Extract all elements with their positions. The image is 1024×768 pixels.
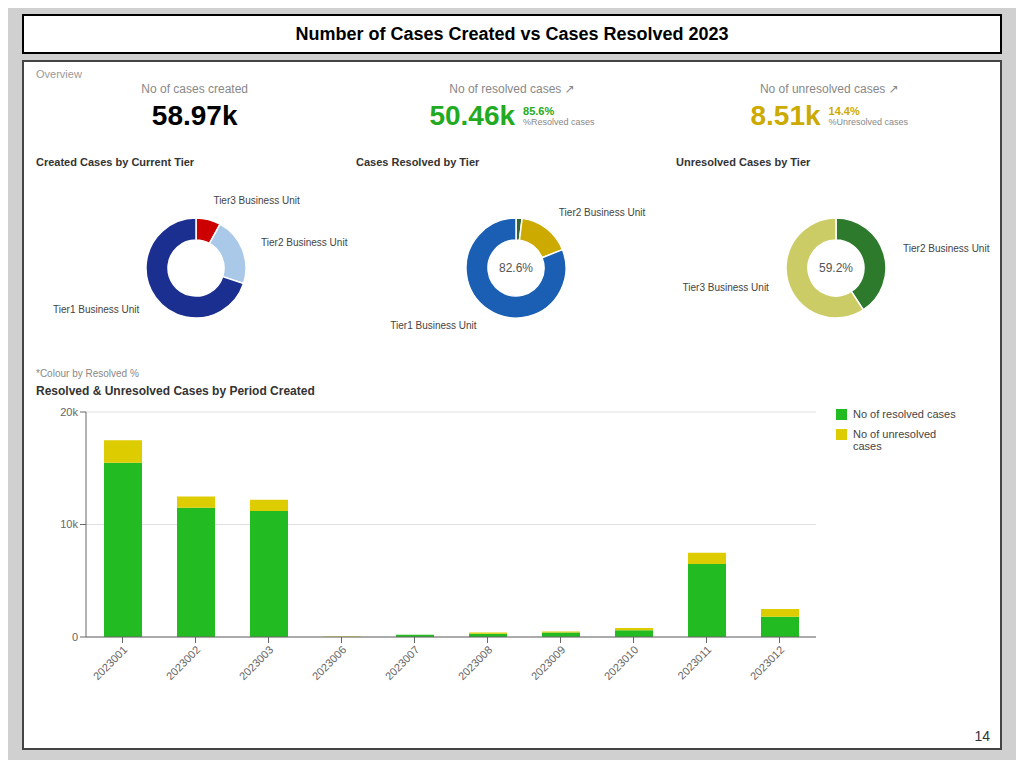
html-text:No of unresolved cases: No of unresolved cases bbox=[853, 428, 937, 452]
html-text:14: 14 bbox=[974, 728, 990, 744]
html-text:8.51k: 8.51k bbox=[750, 100, 821, 131]
html-text:50.46k: 50.46k bbox=[429, 100, 515, 131]
svg-text:2023006: 2023006 bbox=[310, 643, 349, 682]
svg-text:2023003: 2023003 bbox=[237, 643, 276, 682]
svg-text:20k: 20k bbox=[60, 406, 78, 418]
svg-text:2023007: 2023007 bbox=[383, 643, 422, 682]
svg-text:Tier2 Business Unit: Tier2 Business Unit bbox=[903, 243, 990, 254]
html-text:Cases Resolved by Tier: Cases Resolved by Tier bbox=[356, 156, 480, 168]
svg-text:82.6%: 82.6% bbox=[499, 261, 533, 275]
html-text:85.6%: 85.6% bbox=[523, 105, 555, 117]
svg-text:2023001: 2023001 bbox=[91, 643, 130, 682]
svg-text:2023002: 2023002 bbox=[164, 643, 203, 682]
html-text:No of resolved cases: No of resolved cases bbox=[853, 408, 956, 420]
svg-text:Tier1 Business Unit: Tier1 Business Unit bbox=[53, 304, 140, 315]
svg-text:59.2%: 59.2% bbox=[819, 261, 853, 275]
html-text:No of cases created: No of cases created bbox=[141, 82, 248, 96]
svg-text:10k: 10k bbox=[60, 518, 78, 530]
svg-text:2023010: 2023010 bbox=[602, 643, 641, 682]
svg-text:Tier1 Business Unit: Tier1 Business Unit bbox=[390, 320, 477, 331]
html-text:%Unresolved cases: %Unresolved cases bbox=[828, 117, 909, 127]
html-text:No of resolved cases ↗: No of resolved cases ↗ bbox=[449, 82, 575, 96]
svg-text:2023009: 2023009 bbox=[529, 643, 568, 682]
html-text:Unresolved Cases by Tier: Unresolved Cases by Tier bbox=[676, 156, 811, 168]
svg-text:2023008: 2023008 bbox=[456, 643, 495, 682]
html-text:Resolved & Unresolved Cases by: Resolved & Unresolved Cases by Period Cr… bbox=[36, 384, 315, 398]
svg-text:Tier2 Business Unit: Tier2 Business Unit bbox=[261, 237, 348, 248]
html-text:14.4%: 14.4% bbox=[828, 105, 860, 117]
html-text:No of unresolved cases ↗: No of unresolved cases ↗ bbox=[759, 82, 899, 96]
svg-text:Tier3 Business Unit: Tier3 Business Unit bbox=[213, 195, 300, 206]
html-text:Created Cases by Current Tier: Created Cases by Current Tier bbox=[36, 156, 195, 168]
svg-text:Tier3 Business Unit: Tier3 Business Unit bbox=[683, 282, 770, 293]
html-text:%Resolved cases: %Resolved cases bbox=[523, 117, 595, 127]
svg-text:2023012: 2023012 bbox=[748, 643, 787, 682]
html-text:Number of Cases Created vs Cas: Number of Cases Created vs Cases Resolve… bbox=[295, 23, 729, 44]
svg-text:0: 0 bbox=[72, 631, 78, 643]
svg-text:Tier2 Business Unit: Tier2 Business Unit bbox=[559, 207, 646, 218]
svg-text:2023011: 2023011 bbox=[675, 643, 713, 681]
html-text:58.97k: 58.97k bbox=[151, 100, 238, 131]
html-text:*Colour by Resolved %: *Colour by Resolved % bbox=[36, 368, 139, 379]
html-text:Overview: Overview bbox=[36, 68, 82, 80]
